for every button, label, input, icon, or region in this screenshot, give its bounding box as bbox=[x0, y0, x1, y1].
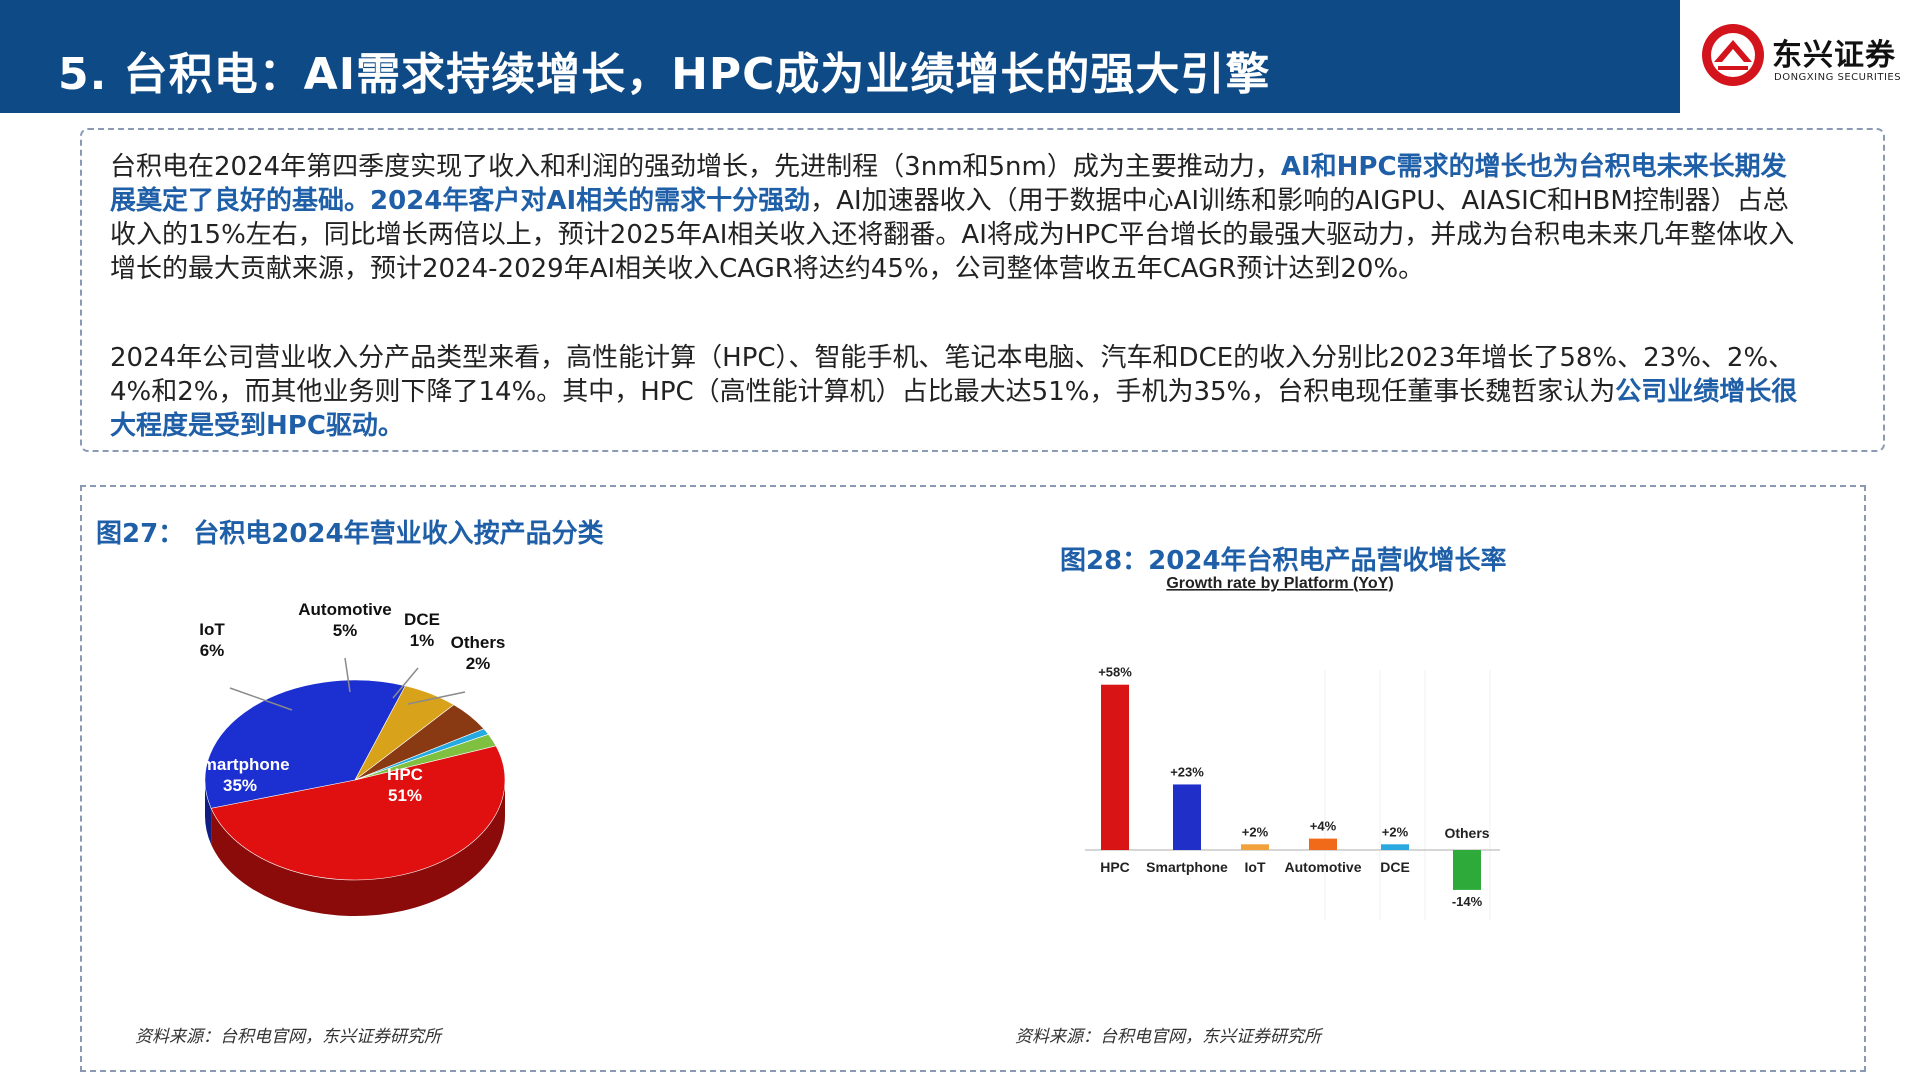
bar-hpc bbox=[1101, 684, 1129, 850]
bar-automotive bbox=[1309, 838, 1337, 850]
bar-others bbox=[1453, 850, 1481, 890]
pie-leader-iot bbox=[229, 687, 293, 711]
bar-category-smartphone: Smartphone bbox=[1146, 859, 1228, 875]
paragraph-2-part-a: 2024年公司营业收入分产品类型来看，高性能计算（HPC）、智能手机、笔记本电脑… bbox=[110, 343, 1795, 407]
bar-category-hpc: HPC bbox=[1100, 859, 1130, 875]
bar-value-iot: +2% bbox=[1242, 824, 1269, 839]
bar-category-dce: DCE bbox=[1380, 859, 1410, 875]
bar-smartphone bbox=[1173, 784, 1201, 850]
bar-value-others: -14% bbox=[1452, 894, 1483, 909]
page-title: 5. 台积电：AI需求持续增长，HPC成为业绩增长的强大引擎 bbox=[58, 49, 1271, 100]
figure-28-title: 图28：2024年台积电产品营收增长率 bbox=[1060, 546, 1507, 576]
source-note-1: 资料来源：台积电官网，东兴证券研究所 bbox=[135, 1027, 441, 1047]
pie-label-iot: IoT bbox=[199, 620, 225, 639]
pie-slice-hpc bbox=[210, 745, 506, 881]
pie-value-iot: 6% bbox=[200, 641, 225, 660]
paragraph-1-highlight: AI和HPC需求的增长也为台积电未来长期发展奠定了良好的基础。2024年客户对A… bbox=[110, 152, 1787, 216]
pie-leader-dce bbox=[392, 667, 419, 699]
pie-value-smartphone: 35% bbox=[223, 776, 257, 795]
bar-value-hpc: +58% bbox=[1098, 665, 1132, 680]
bar-value-smartphone: +23% bbox=[1170, 764, 1204, 779]
summary-box bbox=[80, 128, 1885, 452]
pie-label-others: Others bbox=[451, 633, 506, 652]
bar-iot bbox=[1241, 844, 1269, 850]
bar-category-iot: IoT bbox=[1245, 859, 1266, 875]
pie-value-automotive: 5% bbox=[333, 621, 358, 640]
logo-name: 东兴证券 bbox=[1772, 38, 1896, 73]
paragraph-1-part-c: ，AI加速器收入（用于数据中心AI训练和影响的AIGPU、AIASIC和HBM控… bbox=[110, 186, 1795, 284]
paragraph-2: 2024年公司营业收入分产品类型来看，高性能计算（HPC）、智能手机、笔记本电脑… bbox=[110, 341, 1810, 443]
pie-label-automotive: Automotive bbox=[298, 600, 392, 619]
pie-label-hpc: HPC bbox=[387, 765, 423, 784]
bar-chart: Growth rate by Platform (YoY) +58% HPC +23%… bbox=[1085, 575, 1500, 920]
header-bar bbox=[0, 0, 1680, 113]
pie-slice-smartphone bbox=[204, 679, 406, 809]
bar-chart-subtitle: Growth rate by Platform (YoY) bbox=[1166, 575, 1393, 592]
pie-leader-others bbox=[407, 691, 466, 705]
pie-leader-automotive bbox=[344, 657, 351, 693]
figure-27-title: 图27： 台积电2024年营业收入按产品分类 bbox=[96, 519, 604, 549]
paragraph-2-highlight: 公司业绩增长很大程度是受到HPC驱动。 bbox=[110, 377, 1798, 441]
bar-value-automotive: +4% bbox=[1310, 819, 1337, 834]
paragraph-1: 台积电在2024年第四季度实现了收入和利润的强劲增长，先进制程（3nm和5nm）… bbox=[110, 150, 1810, 286]
pie-side-smartphone bbox=[205, 780, 212, 845]
bar-category-automotive: Automotive bbox=[1285, 859, 1362, 875]
chart-box bbox=[80, 485, 1866, 1072]
dongxing-logo-icon bbox=[1702, 24, 1764, 86]
bar-dce bbox=[1381, 844, 1409, 850]
pie-label-dce: DCE bbox=[404, 610, 440, 629]
pie-label-smartphone: Smartphone bbox=[190, 755, 289, 774]
pie-chart: HPC 51% Smartphone 35% IoT 6% Automotive 5% DCE 1… bbox=[190, 600, 506, 916]
pie-value-dce: 1% bbox=[410, 631, 435, 650]
logo: 东兴证券 DONGXING SECURITIES bbox=[1700, 22, 1910, 92]
pie-value-others: 2% bbox=[466, 654, 491, 673]
source-note-2: 资料来源：台积电官网，东兴证券研究所 bbox=[1015, 1027, 1321, 1047]
logo-subtitle: DONGXING SECURITIES bbox=[1774, 72, 1902, 83]
pie-slice-others bbox=[354, 733, 497, 781]
paragraph-1-part-a: 台积电在2024年第四季度实现了收入和利润的强劲增长，先进制程（3nm和5nm）… bbox=[110, 152, 1281, 182]
bar-category-others: Others bbox=[1444, 825, 1489, 841]
pie-value-hpc: 51% bbox=[388, 786, 422, 805]
pie-side-hpc bbox=[211, 780, 505, 916]
bar-value-dce: +2% bbox=[1382, 824, 1409, 839]
